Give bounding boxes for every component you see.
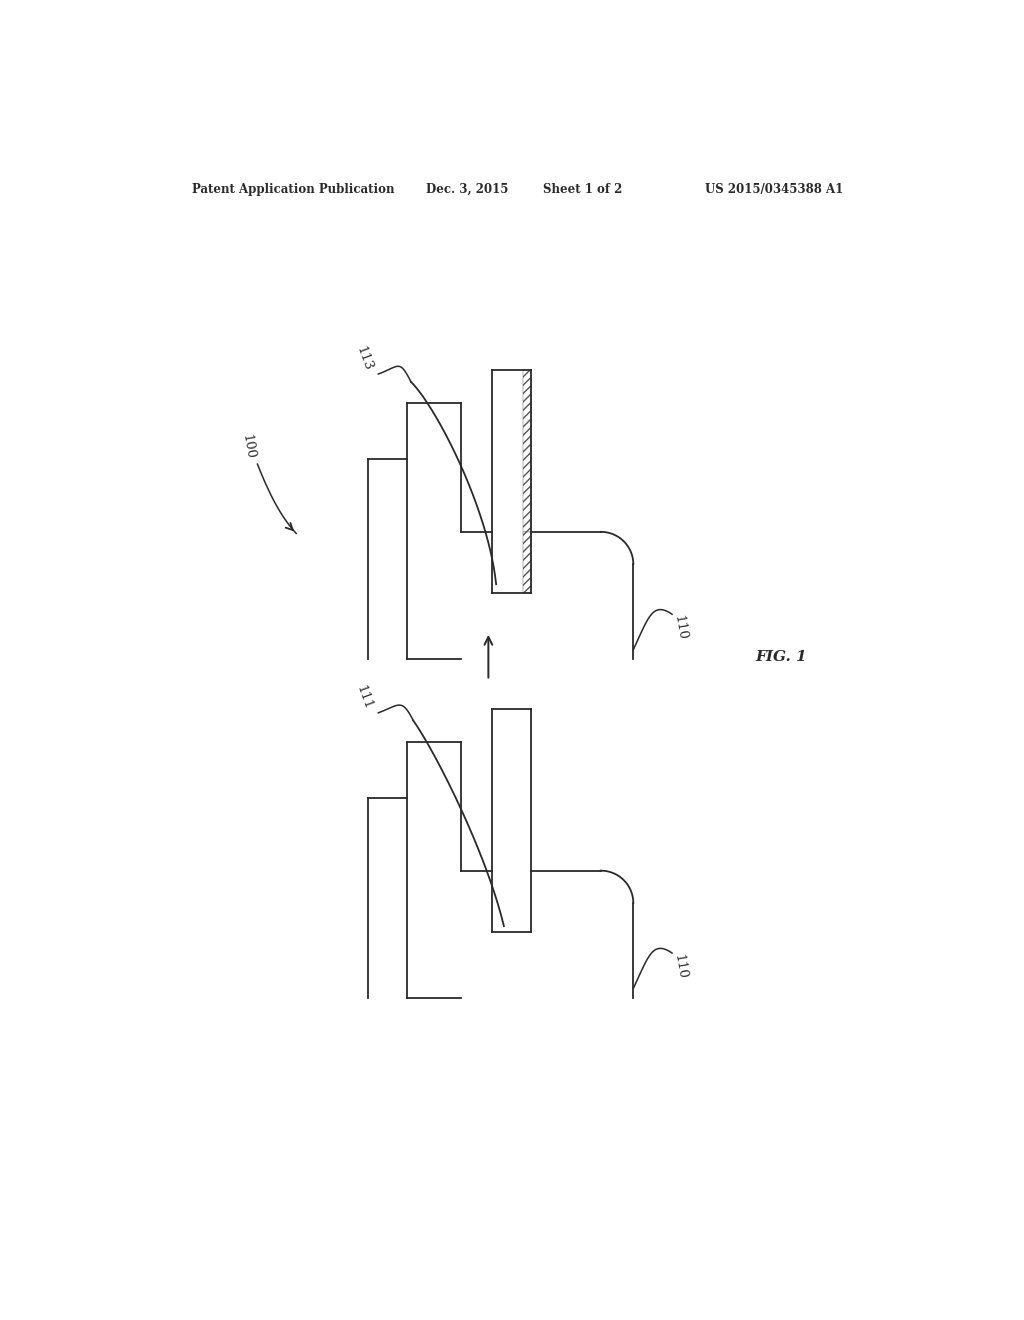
Text: 113: 113 [354,345,375,372]
Bar [523,370,531,532]
Text: Dec. 3, 2015: Dec. 3, 2015 [426,183,509,197]
Text: 100: 100 [240,434,257,461]
Text: Patent Application Publication: Patent Application Publication [191,183,394,197]
Text: Sheet 1 of 2: Sheet 1 of 2 [543,183,622,197]
Text: US 2015/0345388 A1: US 2015/0345388 A1 [706,183,844,197]
Bar [523,532,531,594]
Text: 110: 110 [671,615,688,642]
Text: 110: 110 [671,953,688,981]
Text: 111: 111 [354,684,375,711]
Text: FIG. 1: FIG. 1 [756,651,807,664]
